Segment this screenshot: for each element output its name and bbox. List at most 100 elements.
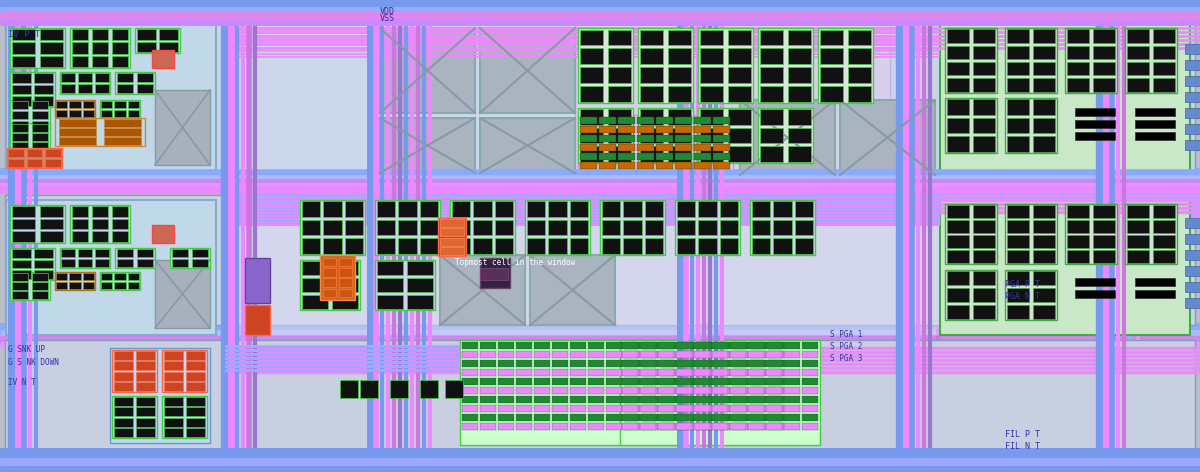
Bar [660, 423, 676, 430]
Bar [973, 304, 995, 319]
Bar [170, 248, 210, 268]
Bar [640, 342, 656, 349]
Bar [947, 235, 968, 248]
Bar [112, 206, 128, 217]
Bar [696, 360, 712, 367]
Bar [438, 218, 466, 256]
Bar [696, 351, 712, 358]
Bar [796, 202, 814, 217]
Bar [101, 101, 113, 108]
Bar [1033, 136, 1055, 152]
Bar [774, 202, 792, 217]
Bar [103, 137, 142, 145]
Bar [694, 405, 710, 412]
Bar [440, 228, 463, 236]
Bar [324, 220, 342, 235]
Bar [1186, 266, 1200, 276]
Bar [10, 72, 55, 107]
Text: S PGA 3: S PGA 3 [830, 354, 863, 363]
Bar [380, 118, 475, 173]
Bar [114, 418, 133, 427]
Bar [618, 162, 635, 169]
Bar [112, 396, 157, 438]
Bar [701, 67, 724, 83]
Bar [12, 273, 29, 280]
Bar [581, 29, 604, 45]
Bar [137, 351, 155, 360]
Bar [498, 405, 514, 412]
Bar [552, 360, 568, 367]
Bar [12, 282, 29, 290]
Bar [677, 220, 695, 235]
Bar [192, 249, 209, 257]
Bar [973, 29, 995, 43]
Bar [114, 351, 133, 360]
Bar [1186, 234, 1200, 244]
Bar [1186, 282, 1200, 292]
Bar [761, 110, 784, 125]
Bar [761, 86, 784, 101]
Bar [101, 273, 113, 280]
Bar [714, 351, 730, 358]
Bar [338, 288, 352, 297]
Bar [480, 268, 508, 280]
Bar [698, 220, 716, 235]
Bar [667, 48, 691, 64]
Bar [498, 414, 514, 421]
Text: PGA P T: PGA P T [1006, 280, 1040, 289]
Text: IV P T: IV P T [8, 30, 41, 39]
Bar [1007, 78, 1028, 92]
Bar [112, 42, 128, 54]
Bar [1186, 44, 1200, 54]
Bar [713, 153, 730, 160]
Bar [656, 144, 673, 151]
Bar [60, 72, 110, 94]
Bar [40, 29, 62, 40]
Bar [730, 342, 746, 349]
Bar [768, 360, 784, 367]
Bar [637, 117, 654, 124]
Bar [1093, 250, 1115, 263]
Bar [847, 86, 871, 101]
Bar [624, 405, 640, 412]
Bar [658, 378, 674, 385]
Bar [732, 405, 748, 412]
Bar [678, 351, 694, 358]
Bar [637, 153, 654, 160]
Bar [641, 110, 664, 125]
Bar [622, 378, 638, 385]
Bar [761, 29, 784, 45]
Bar [186, 407, 205, 416]
Bar [61, 249, 76, 257]
Bar [947, 62, 968, 76]
Bar [323, 258, 336, 266]
Bar [516, 378, 532, 385]
Bar [606, 360, 622, 367]
Bar [658, 396, 674, 403]
Bar [701, 128, 724, 143]
Bar [323, 268, 336, 277]
Bar [46, 149, 60, 157]
Bar [784, 414, 800, 421]
Bar [761, 146, 784, 161]
Bar [787, 48, 811, 64]
Bar [599, 162, 616, 169]
Text: S PGA 2: S PGA 2 [830, 342, 863, 351]
Bar [440, 238, 463, 246]
Bar [115, 248, 155, 268]
Bar [516, 396, 532, 403]
Bar [534, 369, 550, 376]
Bar [660, 387, 676, 394]
Bar [398, 238, 416, 253]
Bar [480, 258, 510, 288]
Bar [1135, 278, 1175, 286]
Bar [116, 249, 133, 257]
Bar [116, 73, 133, 82]
Bar [588, 387, 604, 394]
Bar [527, 220, 545, 235]
Bar [474, 238, 492, 253]
Bar [656, 135, 673, 142]
Bar [646, 238, 664, 253]
Bar [698, 108, 754, 163]
Bar [1127, 46, 1148, 59]
